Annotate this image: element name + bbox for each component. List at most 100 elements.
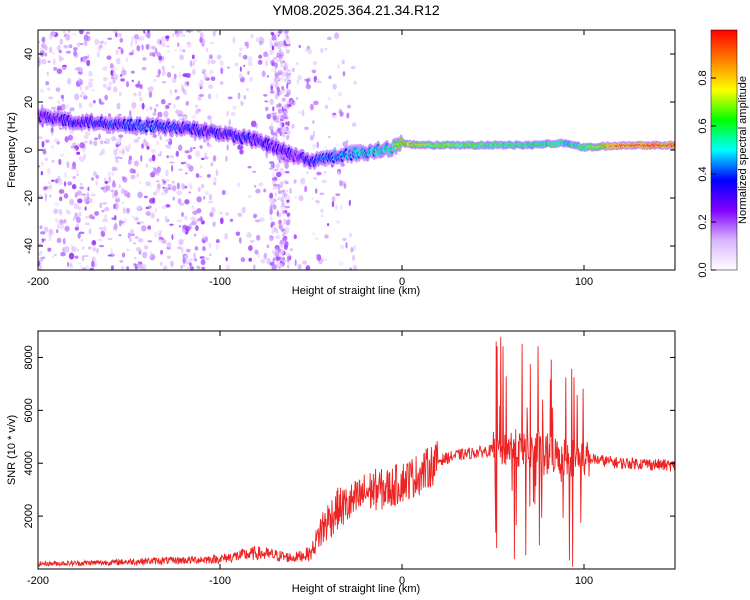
spectrogram-speckle (275, 32, 280, 36)
spectrogram-speckle (286, 253, 291, 257)
spectrogram-speckle (182, 184, 186, 190)
spectrogram-speckle (120, 48, 124, 55)
spectrogram-speckle (120, 220, 125, 224)
spectrogram-speckle (152, 191, 157, 196)
spectrogram-speckle (169, 161, 175, 164)
spectrogram-speckle (156, 218, 160, 222)
spectrogram-speckle (208, 200, 214, 204)
spectrogram-speckle (81, 193, 87, 196)
spectrogram-speckle (227, 66, 231, 69)
spectrogram-speckle (133, 34, 140, 40)
spectrogram-speckle (279, 180, 284, 186)
spectrogram-speckle (102, 66, 108, 71)
spectrogram-speckle (186, 42, 190, 45)
spectrogram-speckle (54, 202, 60, 207)
spectrogram-speckle (185, 260, 190, 265)
spectrogram-speckle (208, 193, 213, 201)
spectrogram-speckle (195, 173, 200, 178)
spectrogram-speckle (350, 65, 356, 70)
spectrogram-speckle (104, 138, 111, 145)
spectrogram-speckle (76, 206, 82, 211)
spectrogram-speckle (48, 236, 52, 241)
spectrogram-speckle (155, 140, 160, 145)
spectrogram-speckle (339, 244, 345, 250)
spectrogram-speckle (77, 79, 80, 86)
spectrogram-speckle (350, 246, 354, 253)
spectrogram-speckle (139, 96, 143, 102)
spectrogram-speckle (75, 226, 79, 231)
spectrogram-speckle (163, 110, 169, 118)
spectrogram-speckle (225, 256, 228, 262)
spectrogram-speckle (315, 79, 321, 84)
spectrogram-speckle (194, 150, 201, 158)
spectrogram-marks (38, 30, 675, 270)
spectrogram-speckle (53, 208, 59, 215)
spectrogram-speckle (42, 186, 48, 191)
spectrogram-speckle (349, 232, 352, 238)
spectrogram-speckle (271, 112, 278, 115)
spectrogram-speckle (272, 183, 279, 187)
spectrogram-speckle (189, 262, 192, 267)
spectrogram-speckle (120, 78, 125, 82)
spectrogram-speckle (116, 102, 121, 110)
spectrogram-speckle (263, 94, 268, 97)
spectrogram-speckle (108, 176, 112, 183)
spectrogram-speckle (100, 187, 105, 190)
spectrogram-speckle (64, 171, 67, 179)
spectrogram-speckle (248, 257, 252, 262)
spectrogram-speckle (128, 52, 134, 56)
spectrogram-speckle (224, 211, 230, 217)
spectrogram-speckle (274, 250, 280, 258)
spectrogram-speckle (319, 192, 325, 196)
spectrogram-speckle (139, 84, 143, 90)
spectrogram-speckle (150, 212, 155, 219)
spectrogram-speckle (282, 210, 285, 214)
spectrogram-speckle (278, 196, 284, 201)
spectrogram-speckle (138, 91, 142, 97)
spectrogram-speckle (285, 73, 290, 81)
spectrogram-speckle (60, 223, 65, 230)
spectrogram-speckle (175, 97, 179, 101)
spectrogram-speckle (126, 192, 131, 199)
spectrogram-speckle (109, 62, 114, 69)
spectrogram-speckle (38, 194, 44, 200)
spectrogram-speckle (275, 58, 281, 62)
spectrogram-speckle (207, 59, 211, 65)
spectrogram-speckle (281, 72, 286, 77)
spectrogram-speckle (42, 148, 47, 155)
spectrogram-y-tick-label: 40 (23, 48, 35, 60)
spectrogram-speckle (281, 259, 288, 263)
spectrogram-speckle (92, 100, 96, 104)
spectrogram-speckle (181, 212, 184, 217)
spectrogram-speckle (281, 133, 286, 137)
spectrogram-speckle (328, 96, 331, 101)
spectrogram-speckle (74, 212, 79, 220)
spectrogram-speckle (197, 96, 202, 101)
spectrogram-speckle (328, 135, 331, 139)
spectrogram-speckle (47, 167, 51, 175)
spectrogram-speckle (203, 138, 207, 143)
spectrogram-speckle (269, 205, 273, 211)
spectrogram-speckle (196, 208, 202, 214)
spectrogram-speckle (295, 62, 299, 65)
spectrogram-speckle (41, 140, 45, 148)
spectrogram-speckle (115, 159, 120, 164)
spectrogram-speckle (210, 162, 214, 167)
spectrogram-speckle (225, 264, 231, 270)
spectrogram-speckle (161, 66, 166, 69)
spectrogram-speckle (341, 59, 345, 65)
spectrogram-speckle (279, 110, 284, 114)
spectrogram-speckle (202, 233, 205, 241)
spectrogram-speckle (175, 33, 180, 38)
spectrogram-speckle (58, 208, 62, 215)
spectrogram-speckle (177, 144, 183, 151)
spectrogram-speckle (123, 189, 128, 197)
spectrogram-speckle (280, 51, 284, 56)
spectrogram-speckle (286, 213, 290, 218)
spectrogram-speckle (297, 267, 301, 270)
spectrogram-speckle (44, 157, 49, 161)
spectrogram-speckle (206, 142, 210, 146)
spectrogram-speckle (167, 186, 172, 190)
spectrogram-speckle (134, 256, 137, 260)
spectrogram-speckle (284, 194, 290, 200)
